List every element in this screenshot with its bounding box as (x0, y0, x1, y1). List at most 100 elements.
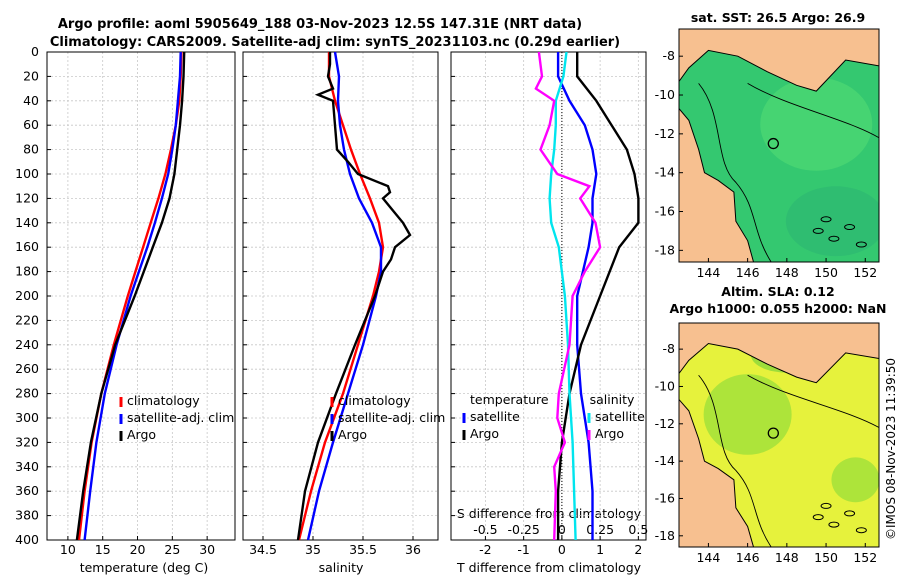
legend-title-salinity: salinity (590, 392, 635, 407)
difference-panel: -2 -1 0 1 2 -0.5 -0.25 0 0.25 0.5 temperature salin… (450, 51, 648, 557)
sst-warm-patch (760, 77, 873, 171)
map-y-tick-label: -14 (655, 165, 675, 180)
map-content (679, 29, 879, 262)
depth-tick-label: 60 (23, 117, 39, 132)
depth-tick-label: 180 (15, 264, 39, 279)
depth-tick-label: 240 (15, 337, 39, 352)
sla-map: 144 146 148 150 152 -8 -10 -12 -14 -16 -18 (655, 322, 880, 565)
map-x-tick-label: 146 (736, 550, 760, 565)
depth-tick-label: 380 (15, 508, 39, 523)
map-y-tick-label: -16 (655, 204, 675, 219)
map-y-tick-label: -16 (655, 490, 675, 505)
s-difference-xlabel: S difference from climatology (457, 506, 642, 521)
legend-label: Argo (127, 427, 156, 442)
depth-tick-label: 40 (23, 93, 39, 108)
reef-contour (698, 83, 772, 262)
sla-map-title: Altim. SLA: 0.12 (721, 284, 834, 299)
s-tick-label: -0.5 (473, 522, 497, 537)
map-x-tick-label: 144 (696, 265, 720, 280)
map-y-tick-label: -18 (655, 528, 675, 543)
reef-outline (844, 224, 856, 231)
reef-outline (812, 514, 824, 521)
reef-outline (828, 521, 840, 528)
x-tick-label: 10 (60, 542, 76, 557)
reef-outline (820, 216, 832, 223)
legend-label: satellite-adj. clim (127, 410, 234, 425)
depth-tick-label: 260 (15, 361, 39, 376)
land-new-guinea (679, 29, 879, 92)
series-line-argo (296, 52, 412, 541)
legend-label: Argo (595, 426, 624, 441)
map-x-tick-label: 152 (853, 265, 877, 280)
reef-outline (844, 510, 856, 517)
map-x-tick-label: 150 (814, 265, 838, 280)
reef-contour (698, 374, 772, 547)
depth-tick-label: 400 (15, 532, 39, 547)
series-line-argo (75, 51, 186, 541)
x-tick-label: -2 (479, 542, 491, 557)
reef-outline (828, 235, 840, 242)
depth-contour (747, 82, 879, 139)
s-tick-label: -0.25 (507, 522, 539, 537)
series-line-satellite-adj-clim (306, 51, 383, 541)
x-tick-label: 1 (596, 542, 604, 557)
depth-tick-label: 360 (15, 483, 39, 498)
series-line-satellite-adj-clim (83, 51, 182, 541)
depth-tick-label: 300 (15, 410, 39, 425)
depth-contour (747, 374, 879, 428)
map-y-tick-label: -8 (663, 341, 676, 356)
map-y-tick-label: -12 (655, 416, 675, 431)
legend-label: Argo (470, 426, 499, 441)
series-line-temperature-argo (556, 52, 640, 540)
depth-tick-label: 200 (15, 288, 39, 303)
x-tick-label: 2 (634, 542, 642, 557)
legend-label: climatology (127, 393, 200, 408)
map-frame (678, 28, 880, 263)
x-tick-label: 35.5 (349, 542, 377, 557)
argo-position-marker (767, 427, 779, 439)
x-tick-label: 36 (405, 542, 421, 557)
legend-label: Argo (338, 427, 367, 442)
sst-patch (785, 186, 879, 257)
x-tick-label: 25 (164, 542, 180, 557)
land-new-guinea (679, 323, 879, 384)
legend-label: satellite (470, 409, 520, 424)
sla-patch (703, 374, 792, 455)
depth-tick-label: 220 (15, 312, 39, 327)
s-tick-label: 0.25 (586, 522, 614, 537)
sst-map-title: sat. SST: 26.5 Argo: 26.9 (691, 10, 865, 25)
sla-map-subtitle: Argo h1000: 0.055 h2000: NaN (669, 301, 886, 316)
map-content (679, 323, 879, 547)
argo-position-marker (767, 137, 779, 150)
salinity-xlabel: salinity (319, 560, 364, 575)
map-x-tick-label: 148 (775, 265, 799, 280)
land-cape-york (679, 107, 755, 262)
depth-tick-label: 120 (15, 190, 39, 205)
series-line-salinity-satellite (548, 51, 577, 541)
imos-watermark: ©IMOS 08-Nov-2023 11:39:50 (884, 358, 898, 540)
map-x-tick-label: 148 (775, 550, 799, 565)
reef-outline (812, 227, 824, 234)
depth-tick-label: 0 (31, 44, 39, 59)
x-tick-label: 35 (305, 542, 321, 557)
map-x-tick-label: 146 (736, 265, 760, 280)
map-x-tick-label: 152 (853, 550, 877, 565)
legend-label: satellite (595, 409, 645, 424)
x-tick-label: 0 (558, 542, 566, 557)
map-y-tick-label: -10 (655, 378, 675, 393)
x-tick-label: -1 (517, 542, 529, 557)
reef-outline (855, 527, 867, 534)
title-line-1: Argo profile: aoml 5905649_188 03-Nov-20… (58, 17, 582, 32)
map-y-tick-label: -12 (655, 126, 675, 141)
depth-tick-label: 280 (15, 386, 39, 401)
depth-tick-label: 20 (23, 68, 39, 83)
map-y-tick-label: -18 (655, 242, 675, 257)
temperature-xlabel: temperature (deg C) (80, 560, 209, 575)
x-tick-label: 34.5 (249, 542, 277, 557)
s-tick-label: 0.5 (628, 522, 648, 537)
map-y-tick-label: -10 (655, 87, 675, 102)
series-line-salinity-argo (534, 51, 602, 541)
legend-label: satellite-adj. clim (338, 410, 445, 425)
sst-map: 144 146 148 150 152 -8 -10 -12 -14 -16 -18 (655, 28, 880, 280)
x-tick-label: 30 (199, 542, 215, 557)
